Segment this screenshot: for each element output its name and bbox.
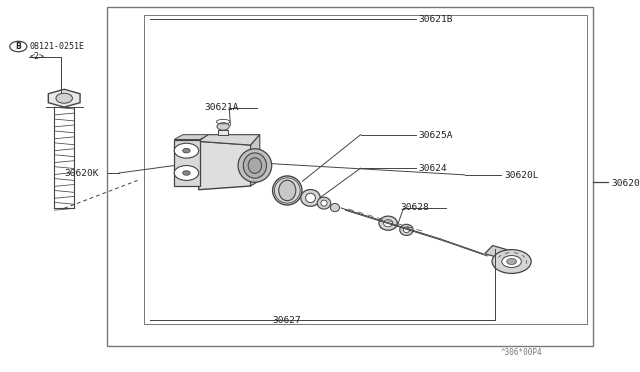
Circle shape bbox=[502, 256, 522, 267]
Ellipse shape bbox=[243, 153, 266, 178]
Ellipse shape bbox=[321, 200, 327, 206]
Ellipse shape bbox=[403, 227, 410, 233]
Bar bbox=[107, 7, 593, 346]
Ellipse shape bbox=[238, 149, 272, 182]
Ellipse shape bbox=[273, 176, 302, 205]
Text: 30620: 30620 bbox=[611, 179, 640, 187]
Polygon shape bbox=[174, 135, 209, 140]
Ellipse shape bbox=[379, 216, 397, 230]
Circle shape bbox=[183, 171, 190, 175]
Circle shape bbox=[183, 148, 190, 153]
Text: ^306*00P4: ^306*00P4 bbox=[501, 348, 543, 357]
Polygon shape bbox=[251, 135, 260, 186]
Ellipse shape bbox=[306, 193, 316, 202]
Circle shape bbox=[492, 250, 531, 273]
Circle shape bbox=[174, 143, 198, 158]
Text: 30621B: 30621B bbox=[419, 15, 453, 24]
Circle shape bbox=[174, 166, 198, 180]
Text: <2>: <2> bbox=[29, 52, 44, 61]
Text: 30620K: 30620K bbox=[64, 169, 99, 178]
Polygon shape bbox=[198, 135, 260, 145]
Text: 30628: 30628 bbox=[401, 203, 429, 212]
Bar bbox=[218, 130, 228, 135]
Text: 08121-0251E: 08121-0251E bbox=[29, 42, 84, 51]
Polygon shape bbox=[484, 246, 518, 261]
Ellipse shape bbox=[383, 219, 393, 227]
Text: 30621A: 30621A bbox=[205, 103, 239, 112]
Ellipse shape bbox=[400, 224, 413, 235]
Ellipse shape bbox=[330, 203, 340, 212]
Text: 30625A: 30625A bbox=[419, 131, 453, 140]
Polygon shape bbox=[341, 208, 440, 239]
Circle shape bbox=[217, 123, 229, 130]
Polygon shape bbox=[198, 141, 251, 190]
Text: 30624: 30624 bbox=[419, 164, 447, 173]
Text: 30627: 30627 bbox=[272, 316, 301, 325]
Circle shape bbox=[56, 93, 72, 103]
Ellipse shape bbox=[317, 197, 331, 209]
Text: B: B bbox=[15, 42, 21, 51]
Polygon shape bbox=[174, 140, 200, 186]
Bar bbox=[143, 15, 587, 324]
Circle shape bbox=[507, 259, 516, 264]
Ellipse shape bbox=[248, 158, 262, 173]
Ellipse shape bbox=[301, 190, 320, 206]
Text: 30620L: 30620L bbox=[504, 171, 539, 180]
Ellipse shape bbox=[279, 180, 296, 201]
Polygon shape bbox=[48, 89, 80, 107]
